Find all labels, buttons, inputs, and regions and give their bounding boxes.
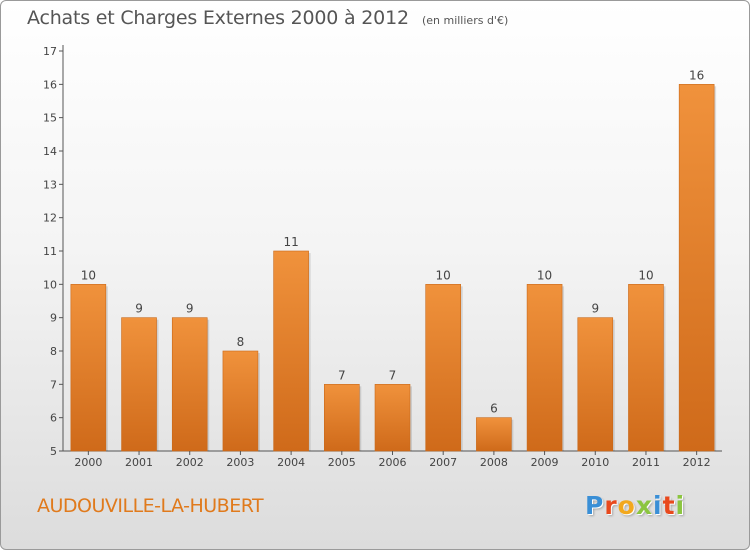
logo-letter: i	[675, 491, 686, 520]
chart-title: Achats et Charges Externes 2000 à 2012 (…	[27, 7, 508, 29]
y-tick-label: 14	[43, 145, 57, 158]
y-tick-label: 16	[43, 78, 57, 91]
x-tick-label-2004: 2004	[277, 456, 305, 469]
data-label-2012: 16	[689, 68, 704, 82]
bar-2006	[374, 384, 411, 452]
bar-2012	[678, 84, 715, 452]
data-label-2007: 10	[436, 268, 451, 282]
proxiti-logo: Proxiti	[585, 491, 685, 520]
y-tick-label: 13	[43, 178, 57, 191]
x-tick-label-2010: 2010	[581, 456, 609, 469]
logo-letter: i	[653, 491, 663, 520]
data-label-2001: 9	[135, 302, 143, 316]
data-label-2008: 6	[490, 402, 498, 416]
data-label-2000: 10	[81, 268, 96, 282]
bar-2002	[171, 317, 208, 452]
x-tick-label-2007: 2007	[429, 456, 457, 469]
x-tick-label-2012: 2012	[683, 456, 711, 469]
data-label-2011: 10	[638, 268, 653, 282]
x-tick-label-2000: 2000	[74, 456, 102, 469]
bar-2008	[476, 417, 512, 452]
bar-2003	[222, 350, 259, 452]
logo-letter: P	[585, 491, 605, 520]
logo-letter: t	[662, 491, 676, 520]
data-label-2005: 7	[338, 368, 346, 382]
chart-title-text: Achats et Charges Externes 2000 à 2012	[27, 7, 409, 29]
x-tick-label-2006: 2006	[379, 456, 407, 469]
bar-2001	[121, 317, 157, 452]
data-label-2010: 9	[591, 302, 599, 316]
bar-2005	[324, 384, 360, 452]
data-label-2006: 7	[389, 368, 397, 382]
y-tick-label: 15	[43, 112, 57, 125]
x-tick-label-2005: 2005	[328, 456, 356, 469]
bar-2010	[577, 317, 614, 452]
chart-unit-text: (en milliers d'€)	[421, 14, 509, 27]
y-tick-label: 9	[50, 312, 57, 325]
logo-letter: r	[604, 491, 618, 520]
x-tick-label-2009: 2009	[531, 456, 559, 469]
x-tick-label-2001: 2001	[125, 456, 153, 469]
x-tick-label-2002: 2002	[176, 456, 204, 469]
data-label-2009: 10	[537, 268, 552, 282]
y-tick-label: 6	[50, 412, 57, 425]
logo-letter: o	[617, 491, 636, 520]
y-tick-label: 12	[43, 212, 57, 225]
bar-2011	[628, 284, 664, 452]
y-tick-label: 10	[43, 278, 57, 291]
y-tick-label: 11	[43, 245, 57, 258]
bar-2009	[526, 284, 563, 452]
bar-2004	[273, 250, 309, 452]
x-tick-label-2003: 2003	[226, 456, 254, 469]
y-tick-label: 17	[43, 45, 57, 58]
x-tick-label-2008: 2008	[480, 456, 508, 469]
commune-name: AUDOUVILLE-LA-HUBERT	[37, 495, 264, 517]
data-label-2002: 9	[186, 302, 194, 316]
bar-2007	[425, 284, 461, 452]
x-tick-label-2011: 2011	[632, 456, 660, 469]
data-label-2004: 11	[283, 235, 298, 249]
data-label-2003: 8	[237, 335, 245, 349]
logo-letter: x	[635, 491, 653, 520]
y-tick-label: 8	[50, 345, 57, 358]
y-tick-label: 5	[50, 445, 57, 458]
bar-2000	[70, 284, 107, 452]
y-tick-label: 7	[50, 378, 57, 391]
